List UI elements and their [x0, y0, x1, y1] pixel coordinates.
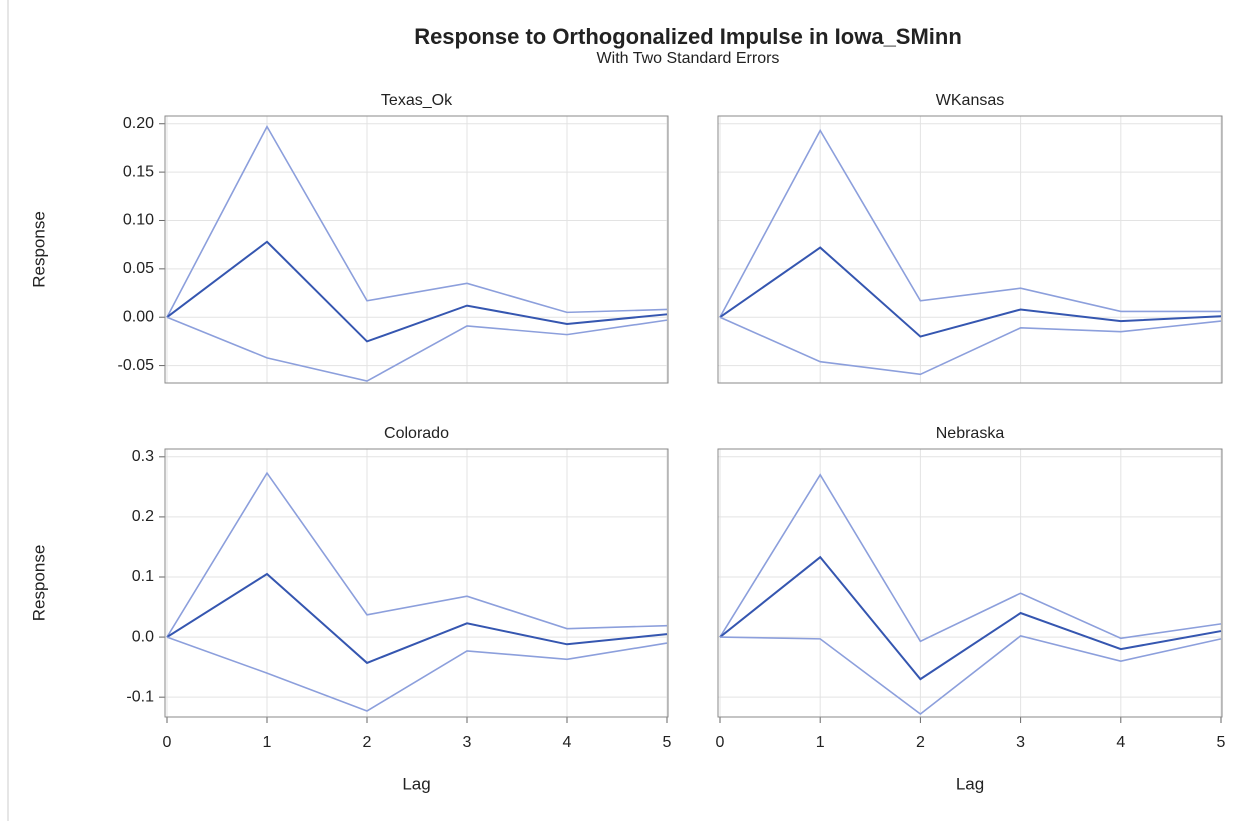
series-line [719, 316, 1222, 376]
y-tick-label: 0.2 [132, 508, 154, 525]
y-tick-label: 0.10 [123, 212, 154, 229]
series-line [166, 316, 668, 382]
y-tick-label: 0.00 [123, 308, 154, 325]
chart-title: Response to Orthogonalized Impulse in Io… [414, 24, 962, 49]
series-line [719, 128, 1221, 318]
series-line [719, 473, 1222, 643]
plot-frame [717, 115, 1223, 384]
y-tick-label: 0.1 [132, 568, 154, 585]
series-line [166, 636, 668, 712]
y-tick-label: 0.3 [132, 448, 154, 465]
x-tick-label: 3 [463, 734, 472, 751]
y-axis-label: Response [29, 545, 48, 622]
plot-frame [717, 448, 1223, 718]
plot-frame [164, 448, 669, 718]
x-tick-label: 2 [916, 734, 925, 751]
x-tick-label: 5 [1217, 734, 1226, 751]
y-tick-label: -0.05 [118, 357, 155, 374]
x-tick-label: 1 [816, 734, 825, 751]
x-tick-label: 3 [1016, 734, 1025, 751]
series-line [166, 240, 668, 343]
panel-title: Texas_Ok [381, 92, 453, 109]
plot-frame [164, 115, 669, 384]
panel-title: Nebraska [936, 425, 1005, 442]
x-axis-label: Lag [402, 774, 430, 793]
series-line [719, 246, 1222, 338]
x-tick-label: 1 [263, 734, 272, 751]
x-axis-label: Lag [956, 774, 984, 793]
series-line [166, 124, 668, 318]
series-line [719, 635, 1222, 716]
x-tick-label: 5 [663, 734, 672, 751]
series-line [719, 555, 1222, 681]
y-tick-label: 0.20 [123, 115, 154, 132]
series-line [166, 471, 668, 638]
y-axis-label: Response [29, 211, 48, 288]
chart-subtitle: With Two Standard Errors [597, 50, 780, 67]
x-tick-label: 0 [716, 734, 725, 751]
y-tick-label: -0.1 [126, 688, 154, 705]
panel-title: WKansas [936, 92, 1004, 109]
series-line [166, 572, 668, 665]
x-tick-label: 2 [363, 734, 372, 751]
x-tick-label: 4 [1116, 734, 1125, 751]
panel-title: Colorado [384, 425, 449, 442]
y-tick-label: 0.05 [123, 260, 154, 277]
y-tick-label: 0.15 [123, 163, 154, 180]
y-tick-label: 0.0 [132, 628, 154, 645]
x-tick-label: 4 [563, 734, 572, 751]
x-tick-label: 0 [163, 734, 172, 751]
